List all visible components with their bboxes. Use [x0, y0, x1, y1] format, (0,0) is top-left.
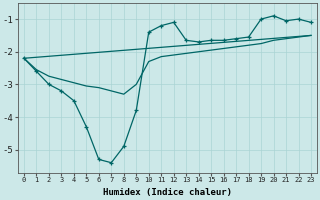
- X-axis label: Humidex (Indice chaleur): Humidex (Indice chaleur): [103, 188, 232, 197]
